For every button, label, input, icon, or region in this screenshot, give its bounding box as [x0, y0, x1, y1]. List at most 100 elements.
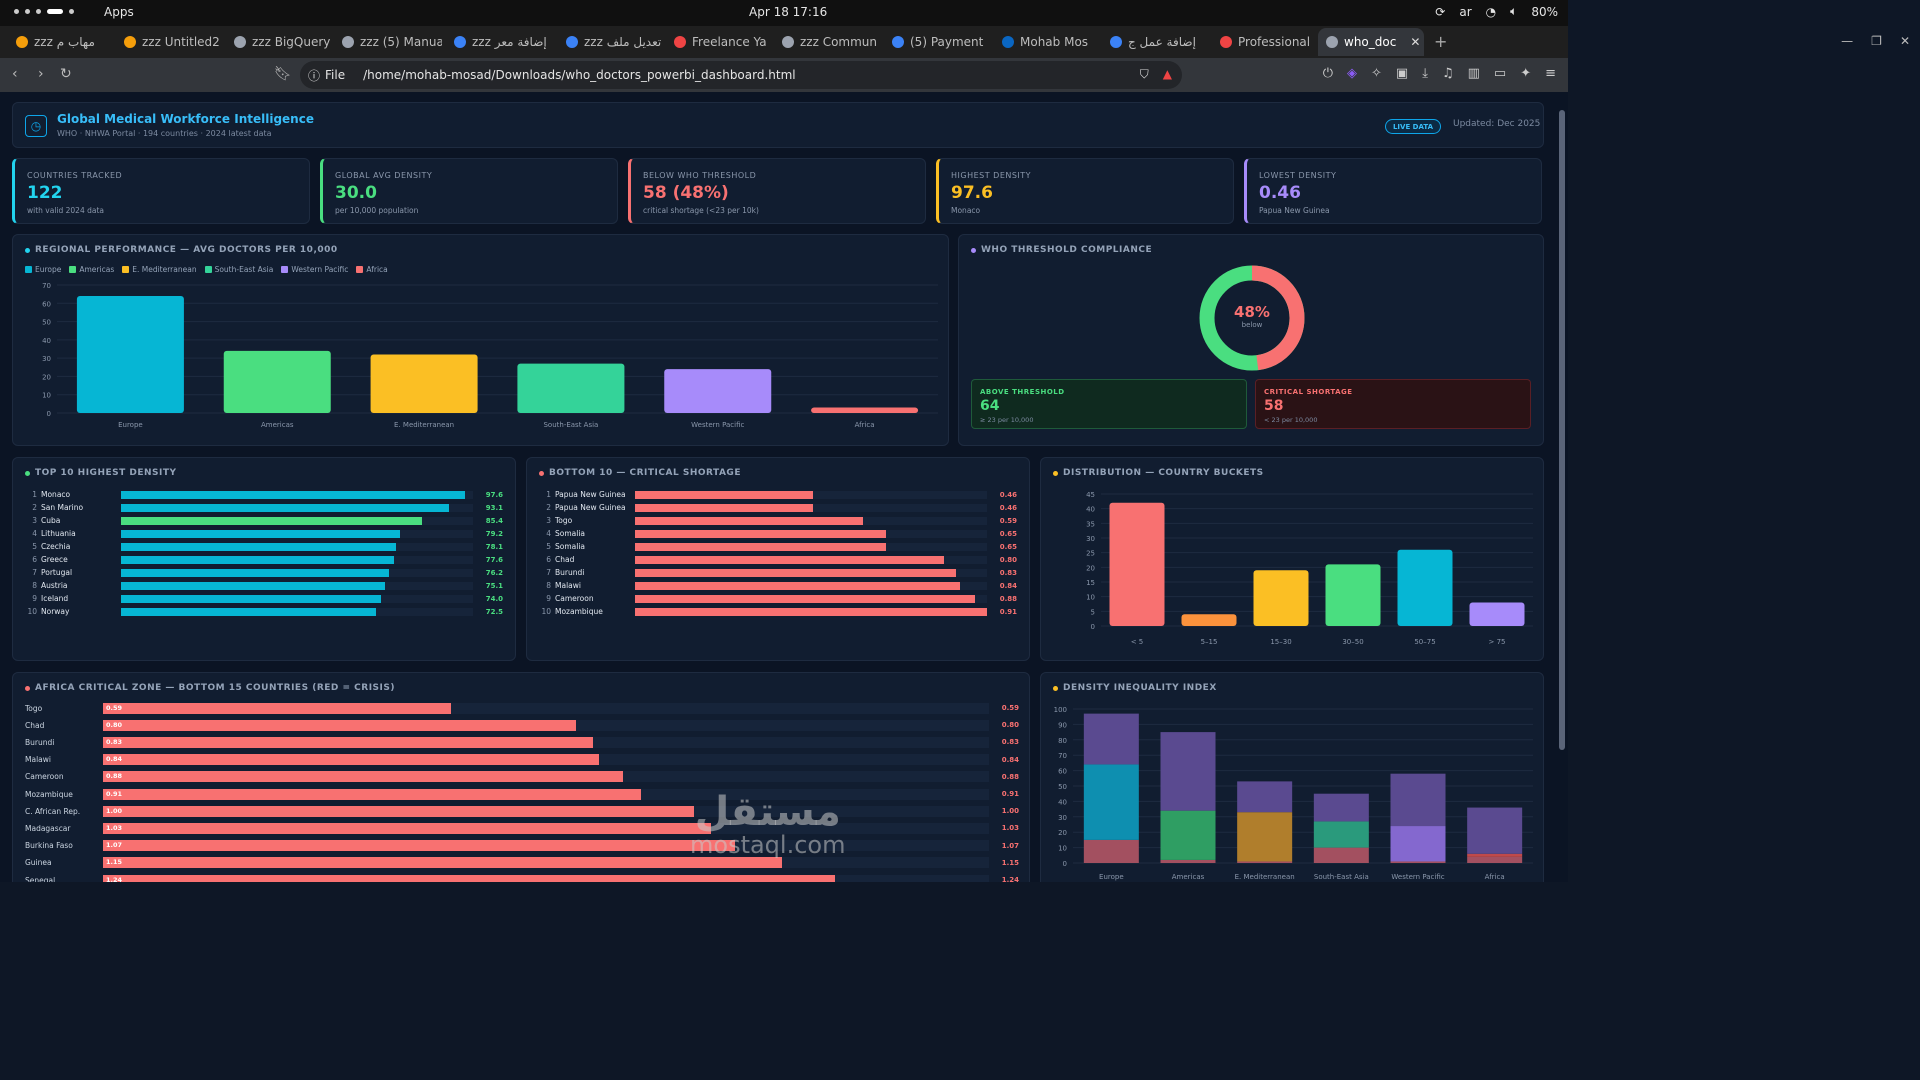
kpi-value: 122 — [27, 183, 63, 203]
legend-swatch — [204, 266, 212, 273]
forward-icon[interactable]: › — [38, 66, 44, 82]
tab-favicon-icon — [674, 36, 686, 48]
tab-close-icon[interactable]: ✕ — [1410, 35, 1421, 49]
ai-icon[interactable]: ✦ — [1520, 66, 1532, 81]
site-info-button[interactable]: ⓘ File — [308, 67, 355, 84]
power-icon[interactable]: ⏻ — [1322, 66, 1333, 81]
critical-value: 58 — [1264, 398, 1284, 414]
distribution-title: DISTRIBUTION — COUNTRY BUCKETS — [1063, 468, 1264, 478]
tab-favicon-icon — [1002, 36, 1014, 48]
browser-tab[interactable]: zzz (5) Manua — [334, 28, 442, 56]
menu-icon[interactable]: ≡ — [1545, 66, 1556, 81]
y-tick-label: 40 — [42, 337, 51, 345]
africa-panel: AFRICA CRITICAL ZONE — BOTTOM 15 COUNTRI… — [12, 672, 1030, 882]
browser-tab[interactable]: who_doc ✕ — [1318, 28, 1424, 56]
rank-number: 4 — [32, 529, 37, 538]
africa-country: Guinea — [25, 858, 52, 868]
legend-item: Americas — [69, 265, 114, 274]
tab-favicon-icon — [566, 36, 578, 48]
screenshot-icon[interactable]: ▣ — [1395, 66, 1409, 81]
browser-tab[interactable]: zzz تعديل ملف — [558, 28, 662, 56]
wifi-icon[interactable]: ◔ — [1485, 4, 1497, 19]
reload-icon[interactable]: ↻ — [60, 66, 72, 82]
url-text[interactable]: /home/mohab-mosad/Downloads/who_doctors_… — [363, 68, 796, 82]
bar — [664, 369, 772, 413]
tab-favicon-icon — [1326, 36, 1338, 48]
browser-tab[interactable]: zzz Untitled2 — [116, 28, 222, 56]
africa-row: Cameroon 0.88 0.88 — [25, 770, 1019, 784]
language-indicator[interactable]: ar — [1459, 4, 1472, 19]
africa-value: 0.84 — [1001, 755, 1019, 764]
clock[interactable]: Apr 18 17:16 — [749, 5, 828, 19]
africa-value: 1.24 — [1001, 876, 1019, 882]
browser-tab[interactable]: zzz Commun — [774, 28, 880, 56]
back-icon[interactable]: ‹ — [12, 66, 18, 82]
maximize-icon[interactable]: ❐ — [1871, 34, 1882, 48]
minimize-icon[interactable]: — — [1841, 34, 1854, 48]
browser-tab[interactable]: Professional — [1212, 28, 1316, 56]
rank-number: 1 — [546, 490, 551, 499]
rank-country: Mozambique — [555, 607, 603, 616]
y-tick-label: 100 — [1054, 706, 1067, 714]
scrollbar-thumb[interactable] — [1559, 110, 1565, 750]
stacked-bar-segment — [1390, 773, 1446, 827]
kpi-label: GLOBAL AVG DENSITY — [335, 171, 433, 180]
panel-dot-icon — [1053, 685, 1058, 691]
x-tick-label: 5–15 — [1201, 638, 1218, 646]
volume-icon[interactable]: 🔈︎ — [1510, 4, 1518, 18]
rank-row: 5 Czechia 78.1 — [25, 540, 503, 553]
refresh-icon[interactable]: ⟳ — [1435, 4, 1446, 19]
bookmark-icon[interactable]: 🔖︎ — [274, 66, 292, 82]
vpn-icon[interactable]: ◈ — [1346, 66, 1357, 81]
browser-tab[interactable]: zzz إضافة معر — [446, 28, 554, 56]
rank-number: 8 — [32, 581, 37, 590]
rank-bar-track — [635, 568, 987, 577]
browser-tab[interactable]: Mohab Mos — [994, 28, 1098, 56]
kpi-value: 97.6 — [951, 183, 993, 203]
download-icon[interactable]: ⤓ — [1422, 66, 1428, 81]
regional-panel: REGIONAL PERFORMANCE — AVG DOCTORS PER 1… — [12, 234, 949, 446]
browser-tab[interactable]: إضافة عمل ج — [1102, 28, 1208, 56]
page-scrollbar[interactable] — [1556, 92, 1568, 882]
browser-tab[interactable]: (5) Payment — [884, 28, 990, 56]
africa-bar-track: 0.91 — [103, 788, 989, 800]
rank-bar — [635, 542, 887, 551]
legend-item: E. Mediterranean — [122, 265, 197, 274]
africa-value: 1.15 — [1001, 858, 1019, 867]
page-subtitle: WHO · NHWA Portal · 194 countries · 2024… — [57, 129, 272, 138]
legend-swatch — [25, 266, 32, 273]
rank-country: Greece — [41, 555, 68, 564]
africa-row: Togo 0.59 0.59 — [25, 701, 1019, 715]
africa-bar-track: 1.03 — [103, 822, 989, 834]
browser-tab[interactable]: zzz مهاب م — [8, 28, 112, 56]
rank-bar — [121, 568, 390, 577]
rank-value: 0.83 — [999, 568, 1017, 577]
sidebar-icon[interactable]: ▥ — [1467, 66, 1480, 81]
browser-toolbar: ‹ › ↻ 🔖︎ ⓘ File /home/mohab-mosad/Downloa… — [0, 58, 1568, 92]
stacked-bar-segment — [1237, 861, 1293, 863]
y-tick-label: 25 — [1086, 550, 1095, 558]
media-icon[interactable]: ♫ — [1441, 66, 1454, 81]
close-icon[interactable]: ✕ — [1899, 34, 1910, 48]
brave-rewards-icon[interactable]: ▲ — [1162, 67, 1172, 81]
rank-value: 0.46 — [999, 503, 1017, 512]
tab-favicon-icon — [342, 36, 354, 48]
new-tab-button[interactable]: + — [1434, 32, 1448, 51]
brave-shield-icon[interactable]: ⛉ — [1139, 67, 1149, 81]
browser-tab[interactable]: zzz BigQuery — [226, 28, 330, 56]
distribution-panel: DISTRIBUTION — COUNTRY BUCKETS 0 5 10 15 20 2… — [1040, 457, 1544, 661]
extensions-icon[interactable]: ✧ — [1370, 66, 1382, 81]
battery-indicator[interactable]: 80% — [1531, 4, 1558, 19]
x-tick-label: < 5 — [1131, 638, 1144, 646]
apps-menu[interactable]: Apps — [104, 5, 134, 19]
legend-item: South-East Asia — [204, 265, 273, 274]
dashboard-page: ◷ Global Medical Workforce Intelligence … — [0, 92, 1556, 882]
africa-bar: 1.03 — [103, 822, 712, 834]
address-bar[interactable]: ⓘ File /home/mohab-mosad/Downloads/who_do… — [300, 61, 1182, 89]
y-tick-label: 0 — [1091, 623, 1095, 631]
rank-bar — [635, 503, 813, 512]
wallet-icon[interactable]: ▭ — [1493, 66, 1507, 81]
browser-tab[interactable]: Freelance Ya — [666, 28, 770, 56]
workspace-indicator[interactable] — [14, 9, 74, 14]
rank-value: 76.2 — [485, 568, 503, 577]
